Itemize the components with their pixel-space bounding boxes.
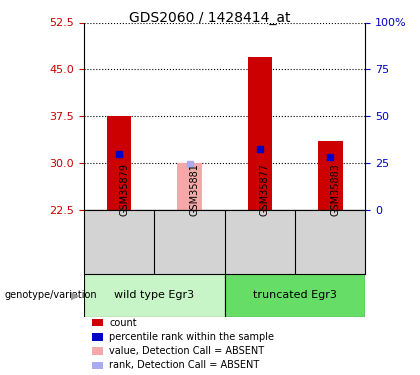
Text: GSM35883: GSM35883 (330, 164, 340, 216)
Bar (225, 274, 365, 317)
Text: GSM35879: GSM35879 (119, 164, 129, 216)
Text: genotype/variation: genotype/variation (4, 290, 97, 300)
Text: GSM35881: GSM35881 (189, 164, 200, 216)
Text: count: count (109, 318, 137, 327)
Text: truncated Egr3: truncated Egr3 (253, 290, 337, 300)
Text: GSM35877: GSM35877 (260, 163, 270, 216)
Text: rank, Detection Call = ABSENT: rank, Detection Call = ABSENT (109, 360, 260, 370)
Bar (247, 57, 272, 210)
Text: wild type Egr3: wild type Egr3 (114, 290, 194, 300)
Text: GDS2060 / 1428414_at: GDS2060 / 1428414_at (129, 11, 291, 25)
Bar (84, 274, 225, 317)
Bar (177, 163, 202, 210)
Bar (318, 141, 343, 210)
Text: ▶: ▶ (71, 290, 80, 300)
Text: value, Detection Call = ABSENT: value, Detection Call = ABSENT (109, 346, 264, 356)
Text: percentile rank within the sample: percentile rank within the sample (109, 332, 274, 342)
Bar (107, 116, 131, 210)
